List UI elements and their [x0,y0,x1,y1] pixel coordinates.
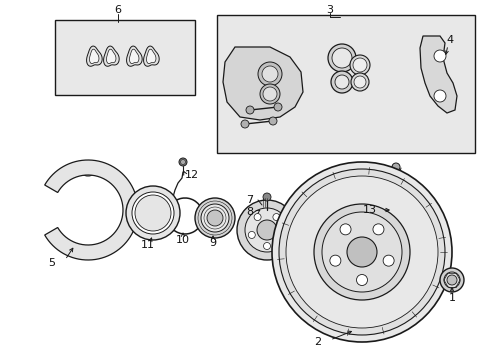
Polygon shape [106,49,116,64]
Circle shape [260,84,280,104]
Text: 7: 7 [246,195,253,205]
Circle shape [327,44,355,72]
Circle shape [433,50,445,62]
Circle shape [407,211,415,219]
Circle shape [273,103,282,111]
Circle shape [443,272,459,288]
Circle shape [353,76,365,88]
Circle shape [346,237,376,267]
Polygon shape [223,47,303,120]
Circle shape [206,210,223,226]
Circle shape [201,204,228,232]
Polygon shape [419,36,456,113]
Circle shape [271,162,451,342]
Circle shape [199,220,204,225]
Circle shape [244,208,288,252]
Circle shape [321,212,401,292]
Circle shape [278,231,285,238]
Circle shape [352,58,366,72]
Text: 3: 3 [326,5,333,15]
Circle shape [126,186,180,240]
Text: 8: 8 [246,207,253,217]
Circle shape [254,213,261,221]
Circle shape [167,224,173,230]
Circle shape [329,255,340,266]
Circle shape [263,243,270,249]
Text: 13: 13 [362,205,376,215]
Polygon shape [86,46,102,66]
Circle shape [195,198,235,238]
Circle shape [313,204,409,300]
Circle shape [245,106,253,114]
Text: 4: 4 [446,35,453,45]
Circle shape [350,73,368,91]
Polygon shape [126,46,142,66]
Text: 12: 12 [184,170,199,180]
Polygon shape [103,46,119,66]
Text: 2: 2 [314,337,321,347]
Circle shape [248,231,255,238]
Circle shape [372,224,383,235]
Circle shape [446,275,456,285]
Text: 1: 1 [447,293,454,303]
Circle shape [356,274,367,285]
Circle shape [164,222,175,232]
Circle shape [285,176,437,328]
Circle shape [180,159,185,165]
Circle shape [135,195,171,231]
Circle shape [268,117,276,125]
Circle shape [237,200,296,260]
Bar [217,15,474,153]
Circle shape [263,87,276,101]
Polygon shape [146,49,156,64]
Circle shape [349,55,369,75]
Circle shape [179,158,186,166]
Circle shape [262,66,278,82]
Circle shape [331,48,351,68]
Text: 11: 11 [141,240,155,250]
Circle shape [258,62,282,86]
Polygon shape [44,160,138,260]
Text: 9: 9 [209,238,216,248]
Text: 6: 6 [114,5,121,15]
Circle shape [433,90,445,102]
Bar [55,20,195,95]
Circle shape [439,268,463,292]
Circle shape [272,213,279,221]
Polygon shape [89,49,99,64]
Circle shape [391,163,399,171]
Circle shape [339,224,350,235]
Polygon shape [129,49,139,64]
Circle shape [199,207,204,212]
Text: 10: 10 [176,235,190,245]
Text: 5: 5 [48,258,55,268]
Circle shape [257,220,276,240]
Circle shape [241,120,248,128]
Circle shape [263,193,270,201]
Circle shape [334,75,348,89]
Circle shape [330,71,352,93]
Circle shape [132,192,174,234]
Circle shape [382,255,393,266]
Circle shape [279,169,444,335]
Polygon shape [143,46,159,66]
